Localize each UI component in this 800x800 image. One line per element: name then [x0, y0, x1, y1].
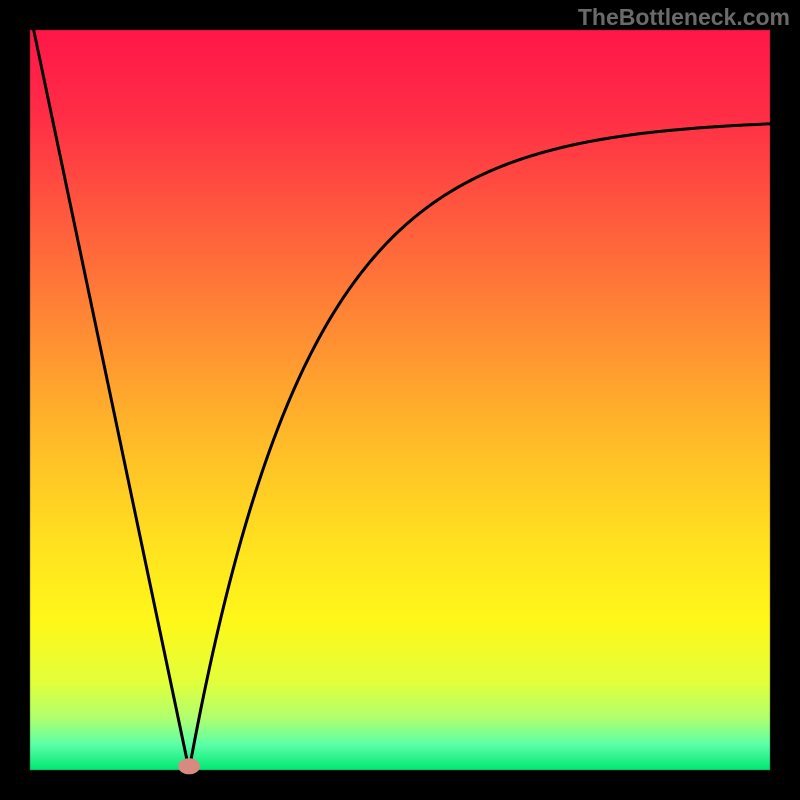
- bottleneck-curve: [34, 30, 770, 770]
- bottleneck-curve-plot: [0, 0, 800, 800]
- chart-container: TheBottleneck.com: [0, 0, 800, 800]
- optimum-marker: [178, 758, 200, 774]
- watermark-label: TheBottleneck.com: [578, 4, 790, 31]
